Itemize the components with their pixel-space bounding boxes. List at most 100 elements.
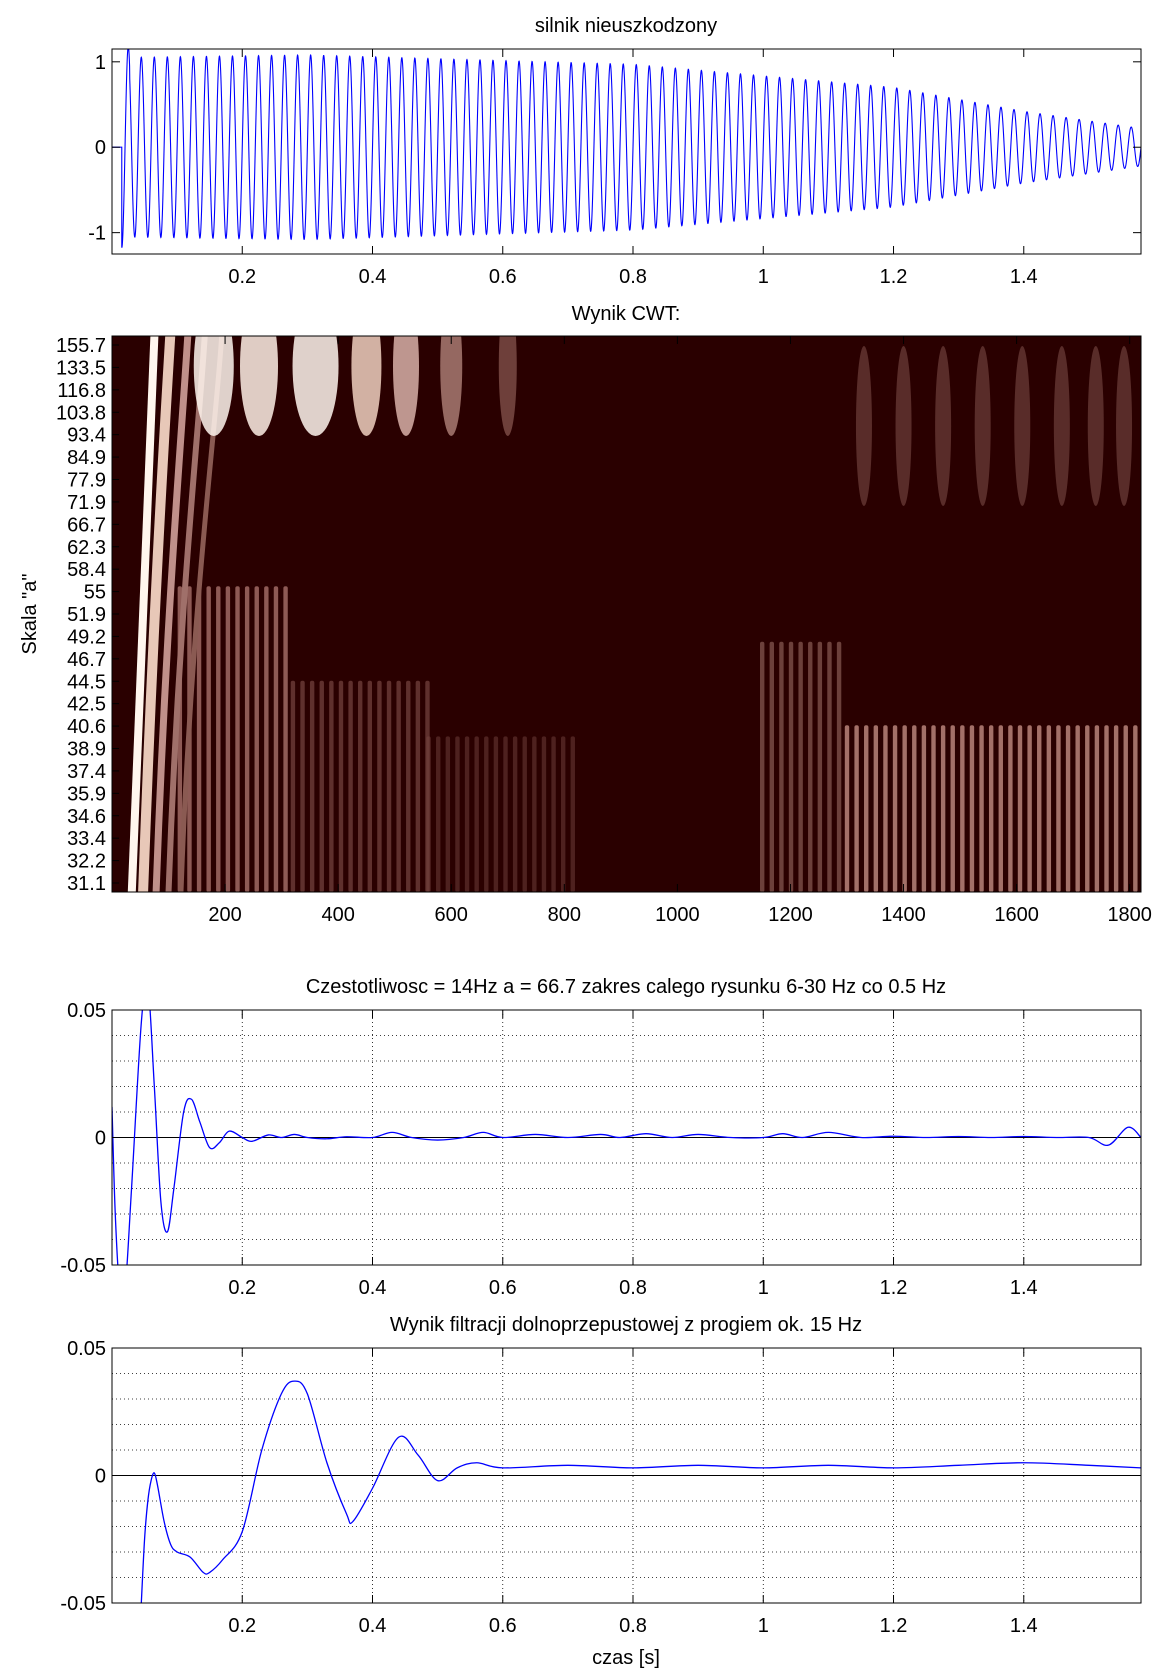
y-tick-label: 38.9	[67, 739, 106, 761]
x-tick-label: 1.2	[880, 1615, 908, 1637]
cwt-stripe	[283, 586, 288, 892]
cwt-stripe	[1056, 725, 1061, 892]
panel-lowpass-xlabel: czas [s]	[592, 1647, 660, 1669]
y-tick-label: 35.9	[67, 783, 106, 805]
x-tick-label: 1.2	[880, 1277, 908, 1299]
cwt-stripe	[1027, 725, 1032, 892]
cwt-stripe	[960, 725, 965, 892]
panel-signal-frame	[111, 48, 1142, 255]
y-tick-label: 34.6	[67, 806, 106, 828]
y-tick-label: 42.5	[67, 694, 106, 716]
y-tick-label: 133.5	[56, 357, 106, 379]
cwt-stripe	[570, 736, 575, 892]
cwt-stripe	[348, 680, 353, 892]
x-tick-label: 0.2	[228, 1277, 256, 1299]
y-tick-label: 49.2	[67, 626, 106, 648]
cwt-blob	[351, 336, 382, 436]
cwt-stripe	[396, 680, 401, 892]
y-tick-label: 0.05	[67, 1000, 106, 1022]
panel-cwt-ylabel: Skala "a"	[19, 574, 41, 655]
cwt-stripe	[425, 680, 430, 892]
x-tick-label: 1.2	[880, 266, 908, 288]
panel-cwt-title: Wynik CWT:	[572, 303, 681, 325]
cwt-stripe	[1094, 725, 1100, 892]
panel-cwt-y-axis: 155.7133.5116.8103.893.484.977.971.966.7…	[56, 335, 119, 895]
x-tick-label: 1200	[768, 904, 813, 926]
cwt-stripe	[940, 725, 946, 892]
lowpass-series	[140, 1380, 1141, 1603]
panel-signal-x-axis: 0.2 0.4 0.6 0.8 1 1.2 1.4	[228, 49, 1038, 288]
cwt-stripe	[873, 725, 879, 892]
x-tick-label: 0.4	[359, 266, 387, 288]
cwt-stripe	[206, 586, 211, 892]
cwt-heatmap	[127, 336, 1138, 892]
y-tick-label: 77.9	[67, 470, 106, 492]
cwt-stripe	[522, 736, 527, 892]
panel-cwt-slice-title: Czestotliwosc = 14Hz a = 66.7 zakres cal…	[306, 976, 946, 998]
x-tick-label: 0.6	[489, 266, 517, 288]
x-tick-label: 200	[208, 904, 241, 926]
x-tick-label: 600	[435, 904, 468, 926]
cwt-stripe	[484, 736, 489, 892]
y-tick-label: 62.3	[67, 537, 106, 559]
x-tick-label: 0.4	[359, 1277, 387, 1299]
y-tick-label: 0	[95, 1466, 106, 1488]
cwt-stripe	[551, 736, 556, 892]
cwt-stripe	[798, 641, 803, 892]
series-line	[140, 1380, 1141, 1603]
cwt-stripe	[225, 586, 231, 892]
cwt-stripe	[988, 725, 994, 892]
cwt-stripe	[759, 641, 765, 892]
cwt-blob	[193, 336, 234, 436]
y-tick-label: 66.7	[67, 514, 106, 536]
cwt-stripe	[883, 725, 888, 892]
cwt-stripe	[309, 680, 315, 892]
cwt-stripe	[1113, 725, 1119, 892]
cwt-lobe	[1053, 346, 1070, 506]
x-tick-label: 0.8	[619, 1615, 647, 1637]
cwt-stripe	[386, 680, 392, 892]
y-tick-label: -0.05	[60, 1593, 106, 1615]
cwt-stripe	[1017, 725, 1023, 892]
cwt-band	[152, 336, 192, 892]
y-tick-label: 0	[95, 1128, 106, 1150]
cwt-stripe	[921, 725, 927, 892]
x-tick-label: 1.4	[1010, 266, 1038, 288]
cwt-stripe	[1065, 725, 1071, 892]
cwt-stripe	[931, 725, 936, 892]
y-tick-label: 46.7	[67, 649, 106, 671]
series-line	[112, 1010, 1141, 1265]
y-tick-label: 55	[84, 582, 106, 604]
y-tick-label: 116.8	[57, 380, 106, 402]
y-tick-label: -0.05	[60, 1255, 106, 1277]
cwt-lobe	[1116, 346, 1133, 506]
cwt-lobe	[935, 346, 952, 506]
x-tick-label: 1	[758, 1277, 769, 1299]
cwt-stripe	[319, 680, 324, 892]
cwt-stripe	[998, 725, 1003, 892]
x-tick-label: 800	[548, 904, 581, 926]
y-tick-label: 51.9	[67, 604, 106, 626]
cwt-stripe	[912, 725, 917, 892]
y-tick-label: 71.9	[67, 492, 106, 514]
cwt-slice-series	[112, 1010, 1141, 1265]
panel-signal-y-axis: 1 0 -1	[88, 52, 1141, 245]
cwt-stripe	[844, 725, 850, 892]
cwt-stripe	[503, 736, 508, 892]
y-tick-label: 40.6	[67, 716, 106, 738]
panel-cwt-slice-grid	[112, 1010, 1141, 1265]
cwt-lobe	[895, 346, 912, 506]
x-tick-label: 1.4	[1010, 1277, 1038, 1299]
cwt-stripe	[892, 725, 898, 892]
cwt-stripe	[969, 725, 975, 892]
y-tick-label: 84.9	[67, 447, 106, 469]
y-tick-label: 31.1	[67, 873, 106, 895]
panel-lowpass-grid	[112, 1348, 1141, 1603]
cwt-stripe	[854, 725, 859, 892]
cwt-stripe	[788, 641, 794, 892]
cwt-stripe	[1037, 725, 1042, 892]
panel-signal-title: silnik nieuszkodzony	[535, 15, 717, 37]
series-line	[112, 49, 1141, 248]
x-tick-label: 1600	[994, 904, 1039, 926]
x-tick-label: 1800	[1107, 904, 1152, 926]
